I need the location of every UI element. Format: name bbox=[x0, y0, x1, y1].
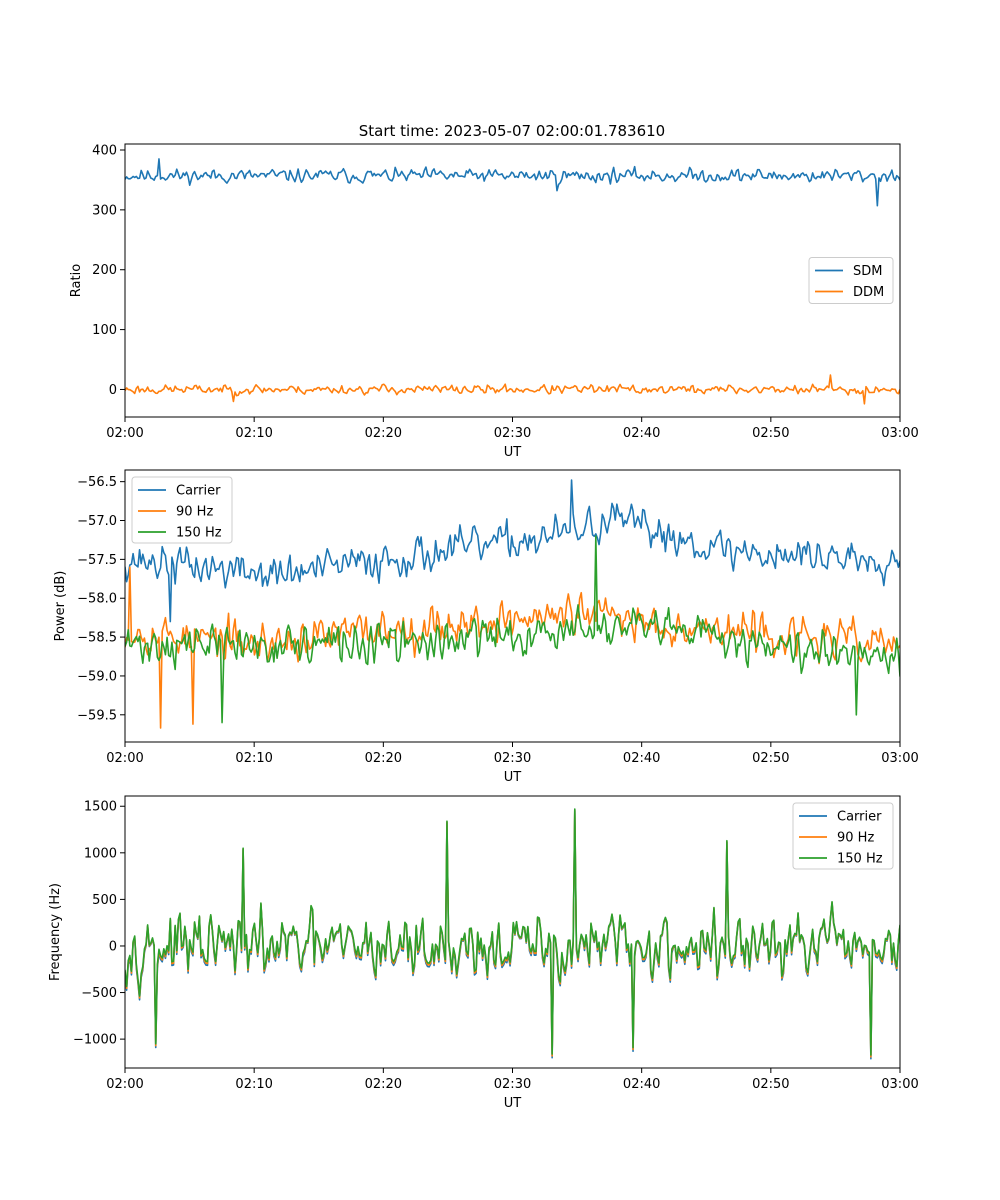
y-tick-label-ratio: 400 bbox=[92, 143, 117, 158]
x-tick-label-ratio: 03:00 bbox=[881, 426, 918, 441]
series-line-frequency-3 bbox=[125, 808, 900, 1056]
y-tick-label-ratio: 200 bbox=[92, 263, 117, 278]
axes-frame-power bbox=[124, 469, 901, 743]
y-tick-label-frequency: 1500 bbox=[84, 800, 117, 815]
x-tick-label-power: 02:30 bbox=[494, 751, 531, 766]
x-tick-label-power: 02:20 bbox=[365, 751, 402, 766]
y-tick-label-frequency: −1000 bbox=[73, 1033, 117, 1048]
legend-frequency: Carrier 90 Hz 150 Hz bbox=[792, 802, 894, 870]
y-axis-label-power: Power (dB) bbox=[53, 571, 68, 642]
plot-area-ratio bbox=[125, 158, 900, 405]
y-axis-label-ratio: Ratio bbox=[69, 264, 84, 297]
series-line-power-1 bbox=[125, 479, 900, 623]
panel-frequency: 02:00 02:10 02:20 02:30 02:40 02:50 03:00 −1000… bbox=[48, 795, 919, 1111]
x-tick-label-frequency: 02:00 bbox=[106, 1077, 143, 1092]
legend-ratio: SDM DDM bbox=[808, 257, 894, 304]
x-tick-label-ratio: 02:30 bbox=[494, 426, 531, 441]
panel-ratio: 02:00 02:10 02:20 02:30 02:40 02:50 03:00 0 100 2… bbox=[69, 143, 919, 460]
x-tick-label-frequency: 02:20 bbox=[365, 1077, 402, 1092]
y-tick-label-power: −59.5 bbox=[77, 708, 117, 723]
figure-title: Start time: 2023-05-07 02:00:01.783610 bbox=[359, 122, 665, 140]
x-tick-label-power: 02:00 bbox=[106, 751, 143, 766]
x-tick-label-ratio: 02:50 bbox=[752, 426, 789, 441]
y-tick-label-ratio: 300 bbox=[92, 203, 117, 218]
x-tick-label-ratio: 02:20 bbox=[365, 426, 402, 441]
plot-area-power bbox=[125, 479, 900, 729]
panel-power: 02:00 02:10 02:20 02:30 02:40 02:50 03:00 −59.5… bbox=[53, 469, 919, 785]
legend-label-ratio-1: SDM bbox=[853, 264, 882, 279]
legend-label-power-1: Carrier bbox=[176, 484, 221, 499]
x-tick-label-power: 02:10 bbox=[235, 751, 272, 766]
legend-box-power bbox=[131, 476, 233, 544]
y-tick-label-power: −58.5 bbox=[77, 631, 117, 646]
x-tick-label-frequency: 02:10 bbox=[235, 1077, 272, 1092]
series-line-power-3 bbox=[125, 535, 900, 724]
x-tick-label-ratio: 02:40 bbox=[623, 426, 660, 441]
x-tick-label-power: 02:40 bbox=[623, 751, 660, 766]
x-tick-label-frequency: 02:30 bbox=[494, 1077, 531, 1092]
y-tick-label-power: −57.0 bbox=[77, 514, 117, 529]
legend-label-frequency-3: 150 Hz bbox=[837, 852, 883, 867]
legend-label-ratio-2: DDM bbox=[853, 285, 884, 300]
legend-label-frequency-1: Carrier bbox=[837, 810, 882, 825]
y-tick-label-ratio: 0 bbox=[109, 383, 117, 398]
x-tick-label-frequency: 03:00 bbox=[881, 1077, 918, 1092]
x-tick-label-ratio: 02:10 bbox=[235, 426, 272, 441]
x-axis-label-frequency: UT bbox=[504, 1096, 522, 1111]
y-tick-label-frequency: 1000 bbox=[84, 846, 117, 861]
y-tick-label-frequency: −500 bbox=[81, 986, 117, 1001]
y-tick-label-power: −59.0 bbox=[77, 669, 117, 684]
y-tick-label-frequency: 500 bbox=[92, 893, 117, 908]
legend-label-power-3: 150 Hz bbox=[176, 526, 222, 541]
y-tick-label-power: −57.5 bbox=[77, 553, 117, 568]
series-line-ratio-1 bbox=[125, 158, 900, 207]
plot-area-frequency bbox=[125, 808, 900, 1060]
legend-power: Carrier 90 Hz 150 Hz bbox=[131, 476, 233, 544]
y-tick-label-ratio: 100 bbox=[92, 323, 117, 338]
x-tick-label-frequency: 02:40 bbox=[623, 1077, 660, 1092]
x-tick-label-ratio: 02:00 bbox=[106, 426, 143, 441]
series-line-power-2 bbox=[125, 566, 900, 729]
x-tick-label-frequency: 02:50 bbox=[752, 1077, 789, 1092]
legend-label-frequency-2: 90 Hz bbox=[837, 831, 874, 846]
series-line-ratio-2 bbox=[125, 374, 900, 405]
x-axis-label-ratio: UT bbox=[504, 445, 522, 460]
axes-frame-ratio bbox=[124, 143, 901, 418]
y-tick-label-frequency: 0 bbox=[109, 939, 117, 954]
y-tick-label-power: −58.0 bbox=[77, 592, 117, 607]
legend-box-frequency bbox=[792, 802, 894, 870]
legend-label-power-2: 90 Hz bbox=[176, 505, 213, 520]
x-tick-label-power: 02:50 bbox=[752, 751, 789, 766]
x-axis-label-power: UT bbox=[504, 770, 522, 785]
x-tick-label-power: 03:00 bbox=[881, 751, 918, 766]
y-tick-label-power: −56.5 bbox=[77, 475, 117, 490]
y-axis-label-frequency: Frequency (Hz) bbox=[48, 883, 63, 981]
